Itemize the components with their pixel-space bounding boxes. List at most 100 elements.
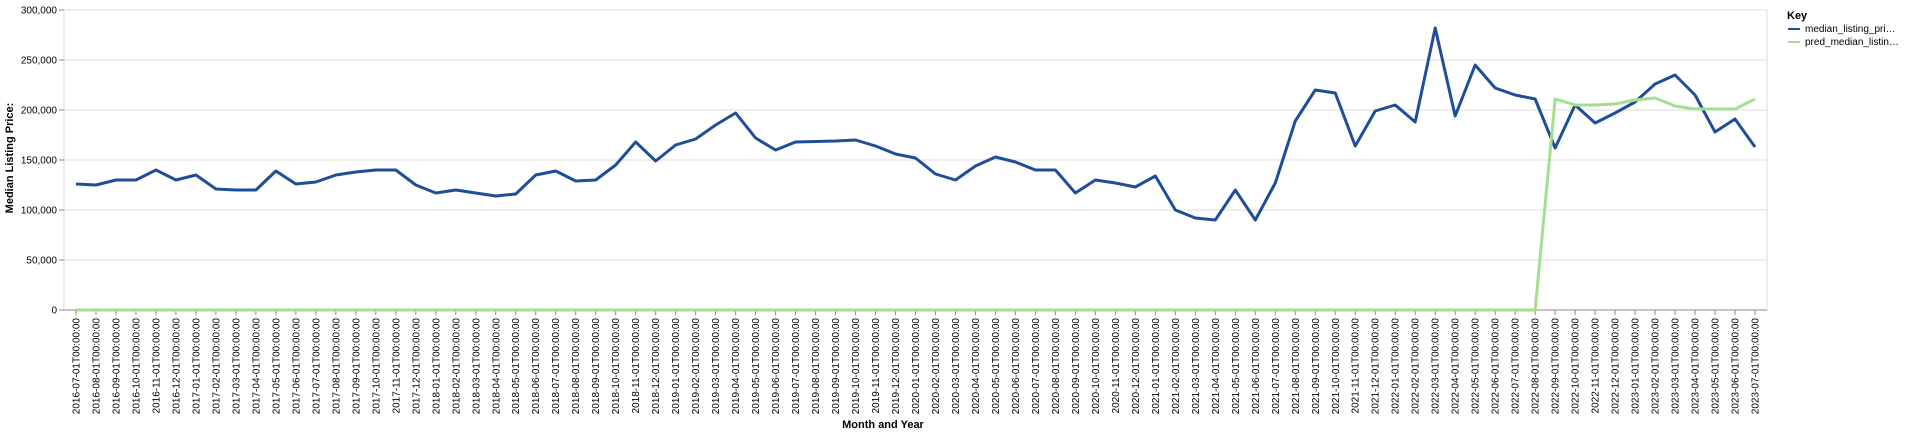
x-tick-label: 2016-11-01T00:00:00 <box>151 318 162 414</box>
x-tick-label: 2019-11-01T00:00:00 <box>871 318 882 414</box>
x-tick-label: 2019-09-01T00:00:00 <box>831 318 842 415</box>
x-tick-label: 2018-07-01T00:00:00 <box>551 318 562 415</box>
x-tick-label: 2019-06-01T00:00:00 <box>771 318 782 415</box>
series-line-2 <box>76 96 1756 312</box>
x-tick-label: 2020-06-01T00:00:00 <box>1011 318 1022 415</box>
x-tick-label: 2016-08-01T00:00:00 <box>91 318 102 415</box>
x-tick-label: 2023-03-01T00:00:00 <box>1671 318 1682 415</box>
x-tick-label: 2022-11-01T00:00:00 <box>1591 318 1602 414</box>
x-tick-label: 2018-08-01T00:00:00 <box>571 318 582 415</box>
x-tick-label: 2019-10-01T00:00:00 <box>851 318 862 415</box>
x-tick-label: 2017-09-01T00:00:00 <box>351 318 362 415</box>
x-tick-label: 2020-09-01T00:00:00 <box>1071 318 1082 415</box>
x-tick-label: 2021-11-01T00:00:00 <box>1351 318 1362 414</box>
x-axis-title: Month and Year <box>842 419 924 431</box>
x-tick-label: 2021-07-01T00:00:00 <box>1271 318 1282 415</box>
x-tick-label: 2019-02-01T00:00:00 <box>691 318 702 415</box>
x-tick-label: 2021-01-01T00:00:00 <box>1151 318 1162 415</box>
y-tick-label: 100,000 <box>21 206 58 217</box>
x-tick-label: 2022-12-01T00:00:00 <box>1611 318 1622 415</box>
x-tick-label: 2020-04-01T00:00:00 <box>971 318 982 415</box>
series-lines <box>75 26 1757 312</box>
x-tick-label: 2021-04-01T00:00:00 <box>1211 318 1222 415</box>
x-tick-label: 2017-04-01T00:00:00 <box>251 318 262 415</box>
x-tick-label: 2022-01-01T00:00:00 <box>1391 318 1402 415</box>
x-tick-label: 2020-01-01T00:00:00 <box>911 318 922 415</box>
x-tick-label: 2017-11-01T00:00:00 <box>391 318 402 414</box>
x-tick-label: 2017-02-01T00:00:00 <box>211 318 222 415</box>
x-tick-label: 2023-02-01T00:00:00 <box>1651 318 1662 415</box>
x-tick-label: 2018-04-01T00:00:00 <box>491 318 502 415</box>
x-tick-label: 2018-10-01T00:00:00 <box>611 318 622 415</box>
legend-label: median_listing_pri… <box>1805 24 1896 35</box>
x-tick-label: 2017-07-01T00:00:00 <box>311 318 322 415</box>
x-tick-label: 2019-05-01T00:00:00 <box>751 318 762 415</box>
x-tick-label: 2021-12-01T00:00:00 <box>1371 318 1382 415</box>
x-tick-label: 2022-07-01T00:00:00 <box>1511 318 1522 415</box>
x-tick-label: 2021-05-01T00:00:00 <box>1231 318 1242 415</box>
x-tick-label: 2017-06-01T00:00:00 <box>291 318 302 415</box>
x-tick-label: 2021-10-01T00:00:00 <box>1331 318 1342 415</box>
x-tick-label: 2019-04-01T00:00:00 <box>731 318 742 415</box>
x-tick-label: 2022-05-01T00:00:00 <box>1471 318 1482 415</box>
y-tick-label: 150,000 <box>21 156 58 167</box>
x-tick-label: 2017-01-01T00:00:00 <box>191 318 202 415</box>
x-tick-label: 2017-03-01T00:00:00 <box>231 318 242 415</box>
grid-lines <box>63 9 1768 311</box>
x-tick-label: 2017-12-01T00:00:00 <box>411 318 422 415</box>
y-tick-label: 250,000 <box>21 56 58 67</box>
x-tick-label: 2018-03-01T00:00:00 <box>471 318 482 415</box>
x-tick-label: 2019-08-01T00:00:00 <box>811 318 822 415</box>
x-tick-label: 2021-02-01T00:00:00 <box>1171 318 1182 415</box>
legend: Key median_listing_pri… pred_median_listi… <box>1787 10 1899 48</box>
x-tick-label: 2020-08-01T00:00:00 <box>1051 318 1062 415</box>
x-tick-label: 2018-06-01T00:00:00 <box>531 318 542 415</box>
y-axis: 0 50,000 100,000 150,000 200,000 250,000 300,0… <box>21 6 64 317</box>
x-tick-label: 2016-07-01T00:00:00 <box>72 318 83 415</box>
x-tick-label: 2022-08-01T00:00:00 <box>1531 318 1542 415</box>
x-tick-label: 2018-01-01T00:00:00 <box>431 318 442 415</box>
x-tick-label: 2023-05-01T00:00:00 <box>1711 318 1722 415</box>
x-tick-label: 2020-03-01T00:00:00 <box>951 318 962 415</box>
x-tick-label: 2021-09-01T00:00:00 <box>1311 318 1322 415</box>
x-tick-label: 2021-03-01T00:00:00 <box>1191 318 1202 415</box>
y-tick-label: 300,000 <box>21 6 58 17</box>
x-tick-label: 2017-05-01T00:00:00 <box>271 318 282 415</box>
x-tick-label: 2017-10-01T00:00:00 <box>371 318 382 415</box>
x-tick-label: 2018-12-01T00:00:00 <box>651 318 662 415</box>
x-tick-label: 2020-02-01T00:00:00 <box>931 318 942 415</box>
x-tick-label: 2023-01-01T00:00:00 <box>1631 318 1642 415</box>
x-tick-label: 2022-06-01T00:00:00 <box>1491 318 1502 415</box>
x-tick-label: 2020-12-01T00:00:00 <box>1131 318 1142 415</box>
x-tick-label: 2016-09-01T00:00:00 <box>111 318 122 415</box>
x-tick-label: 2020-10-01T00:00:00 <box>1091 318 1102 415</box>
x-tick-label: 2022-02-01T00:00:00 <box>1411 318 1422 415</box>
x-tick-label: 2020-07-01T00:00:00 <box>1031 318 1042 415</box>
x-tick-label: 2019-03-01T00:00:00 <box>711 318 722 415</box>
x-tick-label: 2022-04-01T00:00:00 <box>1451 318 1462 415</box>
x-tick-label: 2016-10-01T00:00:00 <box>131 318 142 415</box>
x-tick-label: 2021-06-01T00:00:00 <box>1251 318 1262 415</box>
x-tick-label: 2016-12-01T00:00:00 <box>171 318 182 415</box>
x-tick-label: 2018-05-01T00:00:00 <box>511 318 522 415</box>
y-axis-title: Median Listing Price: <box>4 103 16 214</box>
x-tick-label: 2023-04-01T00:00:00 <box>1691 318 1702 415</box>
x-tick-label: 2020-05-01T00:00:00 <box>991 318 1002 415</box>
x-tick-label: 2019-07-01T00:00:00 <box>791 318 802 415</box>
x-tick-label: 2020-11-01T00:00:00 <box>1111 318 1122 414</box>
x-tick-label: 2022-09-01T00:00:00 <box>1551 318 1562 415</box>
x-axis: 2016-07-01T00:00:00 2016-08-01T00:00:00 20… <box>64 309 1767 415</box>
x-tick-label: 2021-08-01T00:00:00 <box>1291 318 1302 415</box>
x-tick-label: 2019-12-01T00:00:00 <box>891 318 902 415</box>
legend-title: Key <box>1787 10 1808 22</box>
x-tick-label: 2018-11-01T00:00:00 <box>631 318 642 414</box>
x-tick-label: 2019-01-01T00:00:00 <box>671 318 682 415</box>
y-tick-label: 200,000 <box>21 106 58 117</box>
x-tick-label: 2017-08-01T00:00:00 <box>331 318 342 415</box>
x-tick-label: 2022-03-01T00:00:00 <box>1431 318 1442 415</box>
x-tick-label: 2023-06-01T00:00:00 <box>1731 318 1742 415</box>
x-tick-label: 2023-07-01T00:00:00 <box>1751 318 1762 415</box>
x-tick-label: 2022-10-01T00:00:00 <box>1571 318 1582 415</box>
series-line-1 <box>75 26 1757 222</box>
